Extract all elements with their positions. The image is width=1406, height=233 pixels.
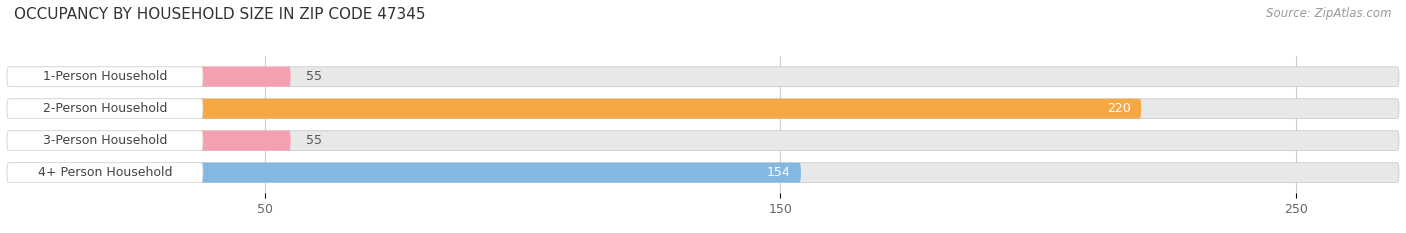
Text: 220: 220 bbox=[1107, 102, 1130, 115]
FancyBboxPatch shape bbox=[7, 163, 1399, 182]
FancyBboxPatch shape bbox=[7, 163, 801, 182]
FancyBboxPatch shape bbox=[7, 131, 291, 151]
FancyBboxPatch shape bbox=[7, 99, 1142, 119]
Text: 55: 55 bbox=[307, 70, 322, 83]
FancyBboxPatch shape bbox=[7, 131, 1399, 151]
FancyBboxPatch shape bbox=[7, 99, 202, 119]
FancyBboxPatch shape bbox=[7, 67, 1399, 87]
FancyBboxPatch shape bbox=[7, 163, 202, 182]
FancyBboxPatch shape bbox=[7, 67, 291, 87]
Text: 55: 55 bbox=[307, 134, 322, 147]
Text: OCCUPANCY BY HOUSEHOLD SIZE IN ZIP CODE 47345: OCCUPANCY BY HOUSEHOLD SIZE IN ZIP CODE … bbox=[14, 7, 426, 22]
Text: 4+ Person Household: 4+ Person Household bbox=[38, 166, 172, 179]
FancyBboxPatch shape bbox=[7, 99, 1399, 119]
FancyBboxPatch shape bbox=[7, 67, 202, 87]
FancyBboxPatch shape bbox=[7, 131, 202, 151]
Text: 2-Person Household: 2-Person Household bbox=[42, 102, 167, 115]
Text: 3-Person Household: 3-Person Household bbox=[42, 134, 167, 147]
Text: 154: 154 bbox=[766, 166, 790, 179]
Text: 1-Person Household: 1-Person Household bbox=[42, 70, 167, 83]
Text: Source: ZipAtlas.com: Source: ZipAtlas.com bbox=[1267, 7, 1392, 20]
